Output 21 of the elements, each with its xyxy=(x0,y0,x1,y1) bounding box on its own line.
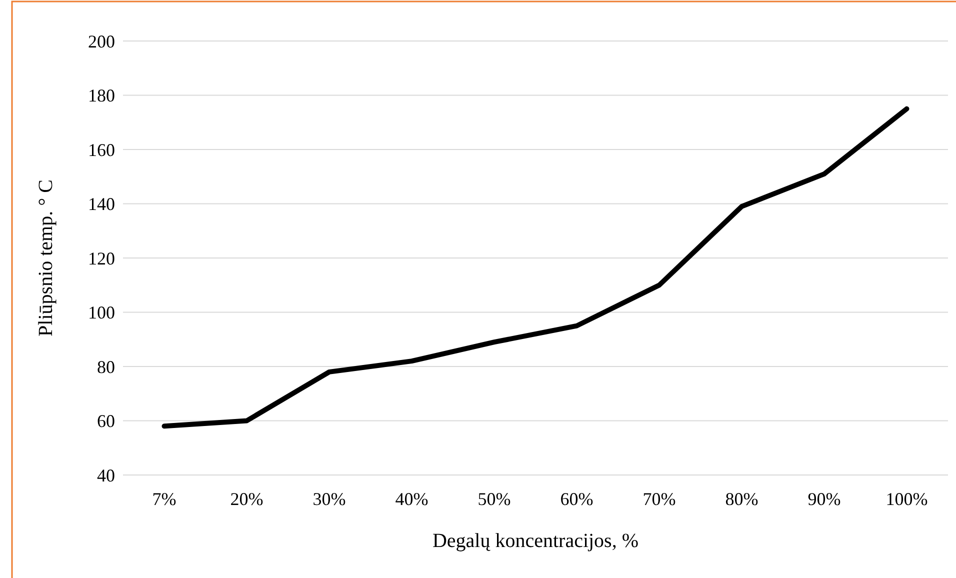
y-tick-label: 100 xyxy=(88,302,115,323)
y-axis-title: Pliūpsnio temp. ° C xyxy=(35,180,57,336)
x-tick-label: 7% xyxy=(152,489,176,509)
x-tick-label: 70% xyxy=(642,489,676,509)
y-tick-label: 160 xyxy=(88,140,115,160)
y-tick-label: 120 xyxy=(88,248,115,268)
x-tick-label: 20% xyxy=(230,489,264,509)
y-tick-label: 200 xyxy=(88,31,115,52)
y-tick-label: 40 xyxy=(97,465,115,486)
x-tick-label: 90% xyxy=(808,489,841,509)
y-tick-label: 140 xyxy=(88,194,115,214)
x-tick-label: 60% xyxy=(560,489,594,509)
x-tick-label: 40% xyxy=(395,489,428,509)
x-tick-label: 50% xyxy=(478,489,511,509)
x-tick-label: 30% xyxy=(312,489,346,509)
y-tick-label: 180 xyxy=(88,86,115,106)
y-tick-label: 80 xyxy=(97,356,115,377)
x-tick-label: 100% xyxy=(886,489,928,509)
x-tick-label: 80% xyxy=(725,489,758,509)
y-tick-label: 60 xyxy=(97,411,115,432)
x-axis-title: Degalų koncentracijos, % xyxy=(432,530,639,552)
